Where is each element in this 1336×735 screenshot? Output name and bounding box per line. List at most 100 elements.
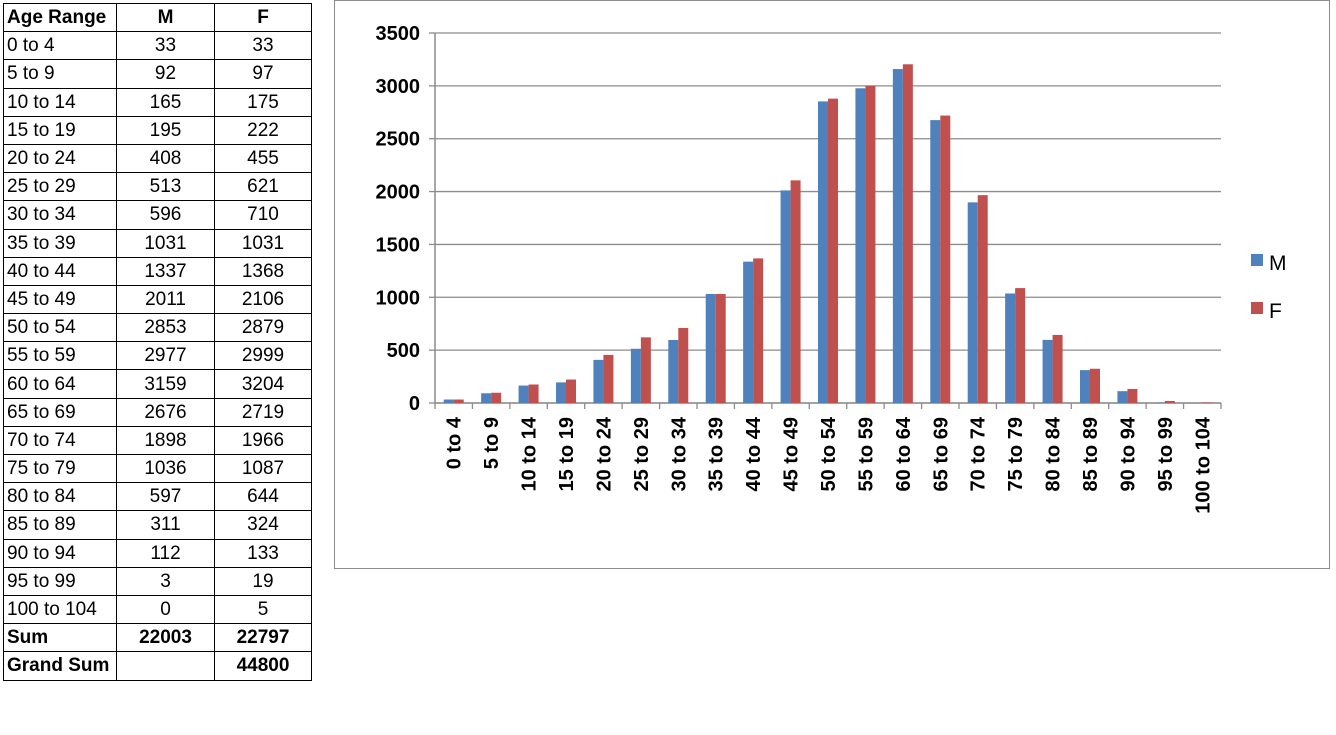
bar-m-11 [855, 88, 866, 403]
legend-label-m: M [1269, 252, 1287, 275]
y-tick-label: 2500 [376, 129, 421, 151]
bar-f-16 [1052, 334, 1063, 403]
table-cell: 2879 [214, 313, 312, 343]
table-cell: 92 [116, 59, 215, 89]
table-cell: 408 [116, 143, 215, 174]
table-cell: 2853 [116, 313, 215, 343]
legend-swatch-m [1251, 254, 1263, 266]
table-cell: 40 to 44 [3, 256, 117, 286]
table-cell: 112 [116, 538, 215, 568]
table-cell: 45 to 49 [3, 284, 117, 315]
table-cell: 621 [214, 172, 312, 202]
table-cell: 65 to 69 [3, 397, 117, 427]
table-cell: 33 [214, 31, 312, 61]
bar-f-2 [528, 384, 539, 403]
table-cell: 97 [214, 59, 312, 89]
table-cell: 1898 [116, 425, 215, 456]
table-header-row: Age Range M F [3, 2, 312, 33]
bar-f-15 [1015, 288, 1026, 403]
table-cell: 55 to 59 [3, 341, 117, 371]
bar-m-7 [705, 294, 716, 403]
table-cell: 311 [116, 510, 215, 540]
table-cell: 175 [214, 87, 312, 117]
bar-f-17 [1090, 368, 1100, 403]
y-tick-label: 1000 [376, 287, 421, 309]
table-row: 55 to 59 2977 2999 [3, 341, 312, 371]
table-row: 0 to 4 33 33 [3, 31, 312, 61]
table-cell: 30 to 34 [3, 200, 117, 230]
legend-label-f: F [1269, 300, 1282, 323]
bar-f-7 [715, 294, 726, 403]
bar-f-19 [1164, 400, 1175, 403]
y-tick-label: 0 [409, 393, 420, 415]
bar-m-0 [443, 399, 454, 403]
table-cell: Age Range [3, 2, 117, 33]
table-row: 95 to 99 3 19 [3, 566, 312, 596]
table-cell: 5 [214, 594, 312, 625]
table-cell: 222 [214, 115, 312, 145]
table-cell: 1368 [214, 256, 312, 286]
x-tick-label: 100 to 104 [1192, 416, 1214, 514]
table-cell: 1966 [214, 425, 312, 456]
bar-m-13 [930, 120, 941, 403]
table-cell: M [116, 2, 215, 33]
bar-f-14 [977, 195, 988, 403]
y-tick-label: 3500 [376, 23, 421, 45]
table-cell: 85 to 89 [3, 510, 117, 540]
table-row: 10 to 14 165 175 [3, 87, 312, 117]
table-cell: 3159 [116, 369, 215, 399]
table-cell: 2676 [116, 397, 215, 427]
table-cell: Sum [3, 623, 117, 653]
x-tick-label: 50 to 54 [818, 416, 840, 491]
table-row: 75 to 79 1036 1087 [3, 453, 312, 484]
y-tick-label: 500 [387, 340, 420, 362]
legend-swatch-f [1251, 302, 1263, 314]
x-tick-label: 0 to 4 [444, 416, 466, 469]
y-tick-label: 2000 [376, 182, 421, 204]
table-cell: 0 [116, 594, 215, 625]
table-row: 40 to 44 1337 1368 [3, 256, 312, 286]
bar-m-18 [1117, 391, 1128, 403]
table-cell [116, 651, 215, 681]
table-cell: 3 [116, 566, 215, 596]
table-cell: 3204 [214, 369, 312, 399]
table-cell: 80 to 84 [3, 482, 117, 512]
bar-f-4 [603, 354, 614, 403]
table-sum-row: Sum 22003 22797 [3, 623, 312, 653]
x-tick-label: 25 to 29 [631, 417, 653, 491]
bar-f-3 [566, 379, 576, 403]
bar-m-15 [1005, 293, 1016, 403]
table-cell: 10 to 14 [3, 87, 117, 117]
y-tick-label: 1500 [376, 234, 421, 256]
table-cell: 1036 [116, 453, 215, 484]
table-cell: 33 [116, 31, 215, 61]
x-tick-label: 90 to 94 [1117, 416, 1139, 491]
table-cell: 644 [214, 482, 312, 512]
bar-m-9 [780, 190, 791, 403]
table-cell: 597 [116, 482, 215, 512]
table-row: 85 to 89 311 324 [3, 510, 312, 540]
table-cell: Grand Sum [3, 651, 117, 681]
x-tick-label: 40 to 44 [743, 416, 765, 491]
table-cell: 195 [116, 115, 215, 145]
bar-f-1 [491, 392, 502, 403]
table-cell: 22003 [116, 623, 215, 653]
table-cell: 1031 [214, 228, 312, 258]
table-cell: 2106 [214, 284, 312, 315]
chart-frame: 0 500 1000 1500 2000 2500 3000 3500 0 to 4 5 to 9… [334, 0, 1330, 569]
bar-m-3 [556, 382, 566, 403]
table-row: 50 to 54 2853 2879 [3, 313, 312, 343]
table-cell: 513 [116, 172, 215, 202]
bar-f-9 [790, 180, 801, 403]
bar-m-17 [1080, 370, 1090, 403]
bar-f-8 [753, 258, 764, 403]
table-cell: 35 to 39 [3, 228, 117, 258]
bar-m-4 [593, 359, 604, 403]
table-row: 70 to 74 1898 1966 [3, 425, 312, 456]
table-cell: 2999 [214, 341, 312, 371]
table-cell: 1031 [116, 228, 215, 258]
table-cell: 5 to 9 [3, 59, 117, 89]
x-tick-label: 10 to 14 [519, 416, 541, 491]
table-cell: 2011 [116, 284, 215, 315]
bar-f-13 [940, 115, 951, 403]
